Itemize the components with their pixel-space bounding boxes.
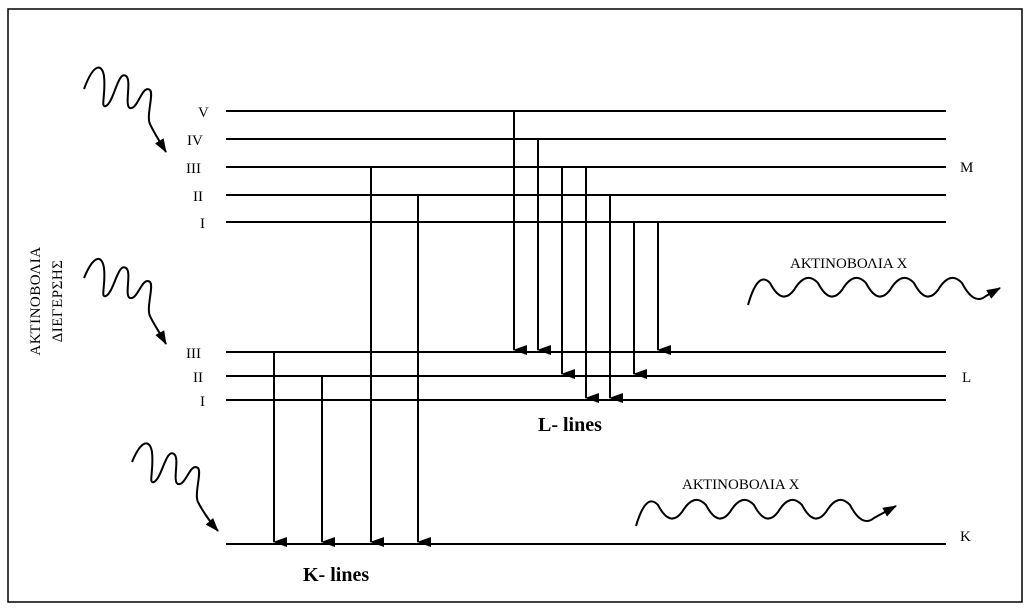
excitation-label-line2: ΔΙΕΓΕΡΣΗΣ xyxy=(50,260,66,343)
xray-wave-upper: ΑΚΤΙΝΟΒΟΛΙΑ Χ xyxy=(747,256,1001,306)
excitation-label-line1: ΑΚΤΙΝΟΒΟΛΙΑ xyxy=(28,246,44,355)
diagram-frame xyxy=(7,8,1023,603)
excitation-wave-top xyxy=(83,66,167,153)
excitation-label: ΑΚΤΙΝΟΒΟΛΙΑ ΔΙΕΓΕΡΣΗΣ xyxy=(28,246,66,355)
l-lines-label: L- lines xyxy=(538,414,602,436)
excitation-wave-bottom xyxy=(131,442,219,532)
xray-label-upper: ΑΚΤΙΝΟΒΟΛΙΑ Χ xyxy=(790,256,908,272)
shell-label-l: L xyxy=(962,370,971,386)
xray-wave-upper-path xyxy=(747,276,1001,306)
m-sublevel-label-iv: IV xyxy=(187,133,203,149)
l-sublevel-label-iii: III xyxy=(186,346,201,362)
shell-label-k: K xyxy=(960,529,971,545)
l-sublevel-label-ii: II xyxy=(193,370,203,386)
m-sublevel-label-i: I xyxy=(200,216,205,232)
k-line-transitions xyxy=(273,167,431,547)
excitation-wave-arrows xyxy=(83,66,219,532)
xray-wave-lower-path xyxy=(635,498,897,527)
xray-wave-lower: ΑΚΤΙΝΟΒΟΛΙΑ Χ xyxy=(635,477,897,527)
xray-label-lower: ΑΚΤΙΝΟΒΟΛΙΑ Χ xyxy=(682,477,800,493)
m-sublevel-label-ii: II xyxy=(193,189,203,205)
l-line-transitions xyxy=(513,111,671,403)
l-sublevel-label-i: I xyxy=(200,394,205,410)
k-lines-label: K- lines xyxy=(303,564,369,586)
m-sublevel-label-iii: III xyxy=(186,161,201,177)
excitation-wave-middle xyxy=(83,258,167,345)
shell-label-m: M xyxy=(960,160,973,176)
m-sublevel-label-v: V xyxy=(198,105,209,121)
